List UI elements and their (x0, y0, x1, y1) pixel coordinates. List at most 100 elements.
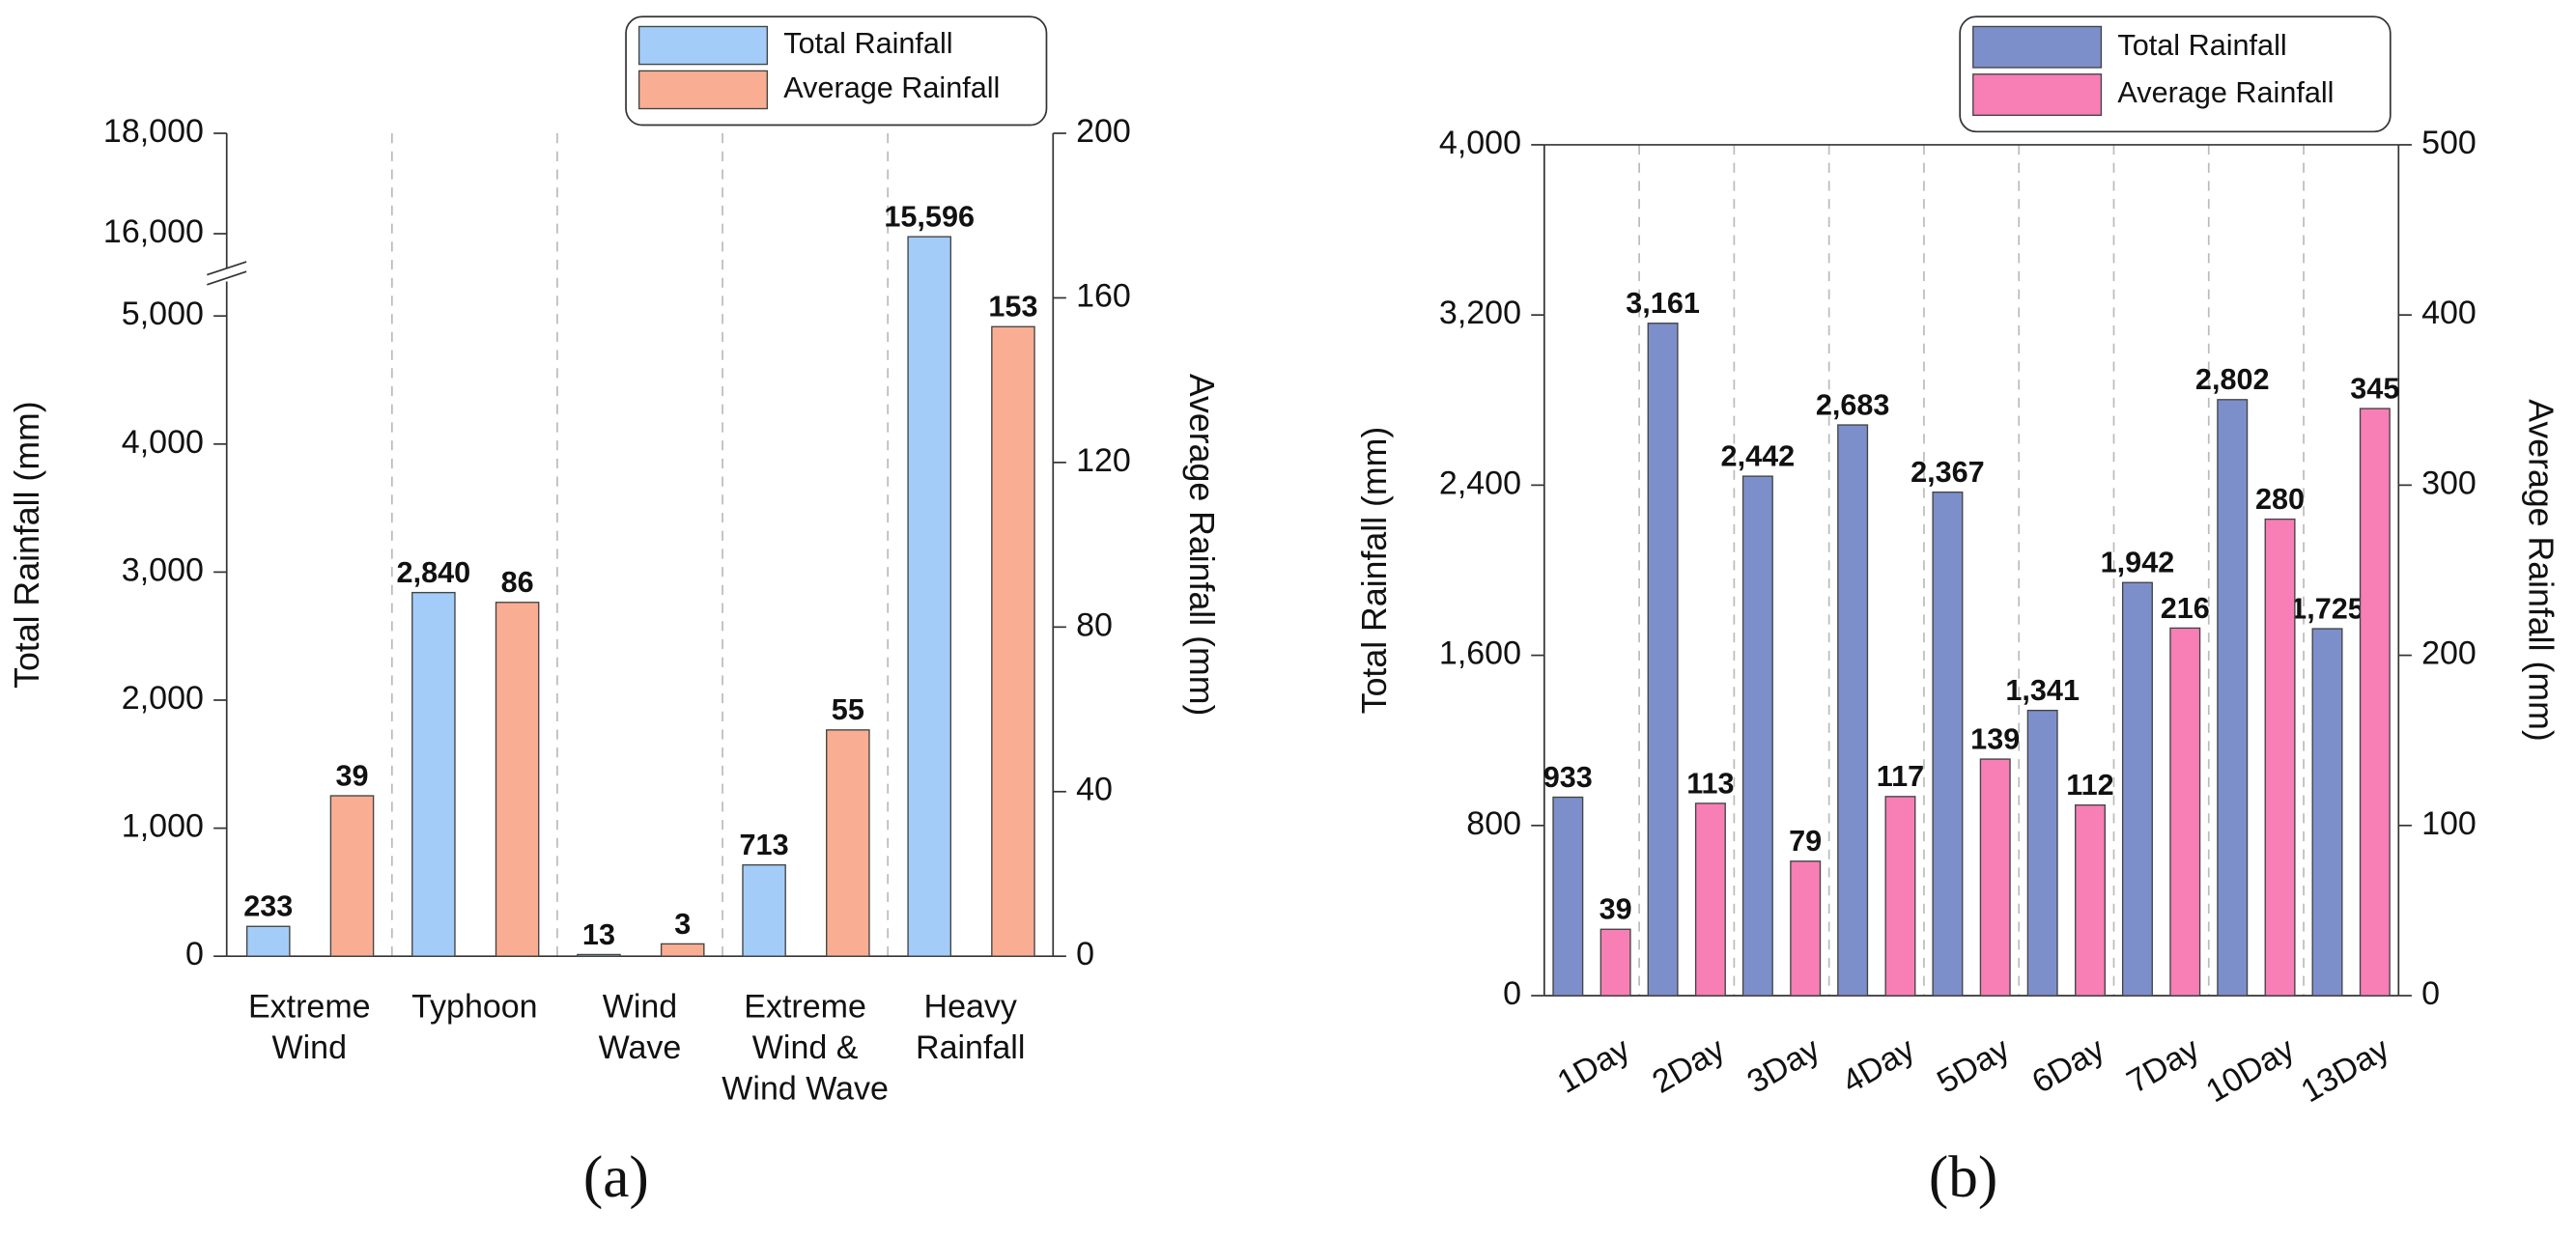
subfigure-label: (b) (1929, 1144, 1997, 1210)
legend-swatch (1972, 73, 2103, 117)
bar (329, 795, 375, 957)
x-tick-label: 5Day (1931, 1030, 2016, 1101)
bar (1599, 928, 1631, 997)
y-tick-label: 0 (1503, 975, 1521, 1012)
x-tick-label: 4Day (1836, 1030, 1921, 1101)
value-label: 2,840 (397, 556, 471, 589)
value-label: 113 (1686, 767, 1734, 800)
bar (2264, 518, 2296, 997)
x-tick-label: 13Day (2295, 1030, 2395, 1110)
x-tick-label: Rainfall (916, 1029, 1025, 1066)
bar (2311, 628, 2343, 997)
x-tick-label: Wave (599, 1029, 682, 1066)
value-label: 39 (335, 759, 368, 792)
bar (1790, 860, 1822, 997)
axis-break (207, 270, 247, 286)
x-tick-label: 10Day (2200, 1030, 2301, 1110)
bar (1694, 803, 1726, 997)
bar (907, 236, 951, 957)
y-tick-label: 2,000 (122, 680, 204, 717)
value-label: 1,725 (2290, 592, 2364, 625)
value-label: 2,367 (1911, 456, 1985, 489)
bar (1647, 323, 1679, 997)
bar (577, 953, 621, 957)
y-axis-label: Total Rainfall (mm) (1355, 427, 1394, 715)
y-tick-label: 800 (1466, 805, 1521, 842)
value-label: 112 (2066, 769, 2113, 802)
x-tick-label: Heavy (924, 989, 1017, 1026)
bar (1932, 491, 1964, 997)
y-tick-label: 1,000 (122, 808, 204, 845)
value-label: 13 (582, 918, 615, 951)
y2-tick-label: 500 (2421, 125, 2477, 161)
bar (411, 591, 456, 957)
y-tick-label: 18,000 (103, 113, 204, 150)
y2-tick-label: 80 (1076, 606, 1113, 643)
bar (2217, 399, 2249, 997)
y2-tick-label: 160 (1076, 277, 1131, 314)
value-label: 39 (1599, 893, 1632, 926)
y2-axis-label: Average Rainfall (mm) (2521, 399, 2560, 742)
axis-break-gap (207, 268, 247, 282)
y-tick-label: 4,000 (1439, 125, 1521, 161)
x-tick-label: 7Day (2121, 1030, 2206, 1101)
value-label: 1,341 (2005, 674, 2080, 707)
bar (991, 325, 1035, 957)
value-label: 153 (988, 291, 1037, 324)
value-label: 117 (1877, 760, 1924, 793)
x-tick-label: 1Day (1551, 1030, 1636, 1101)
value-label: 3 (674, 908, 691, 941)
value-label: 713 (740, 829, 789, 861)
bar (1837, 424, 1869, 997)
value-label: 2,802 (2195, 363, 2270, 396)
bar (1741, 475, 1773, 997)
value-label: 55 (832, 693, 864, 726)
x-tick-label: Wind (603, 989, 677, 1026)
bar (2169, 627, 2201, 997)
bar (245, 925, 291, 957)
subfigure-label: (a) (583, 1144, 649, 1210)
bar (495, 602, 540, 957)
y2-tick-label: 200 (1076, 113, 1131, 150)
y2-tick-label: 120 (1076, 442, 1131, 479)
value-label: 3,161 (1626, 287, 1700, 320)
legend-label: Average Rainfall (783, 71, 1000, 104)
y-tick-label: 1,600 (1439, 635, 1521, 672)
bar (1884, 796, 1916, 997)
value-label: 1,942 (2101, 547, 2175, 579)
y2-tick-label: 300 (2421, 465, 2477, 501)
value-label: 2,683 (1816, 388, 1890, 421)
legend-label: Total Rainfall (2117, 29, 2286, 62)
legend-label: Total Rainfall (783, 27, 952, 60)
x-tick-label: Typhoon (411, 989, 537, 1026)
bar (1552, 796, 1584, 997)
x-tick-label: Extreme (248, 989, 371, 1026)
y2-tick-label: 200 (2421, 635, 2477, 672)
value-label: 79 (1789, 825, 1822, 858)
bar (826, 729, 870, 957)
value-label: 345 (2350, 372, 2399, 405)
x-tick-label: 6Day (2026, 1030, 2111, 1101)
x-tick-label: Wind Wave (722, 1071, 889, 1108)
bar (1979, 758, 2011, 997)
x-tick-label: Extreme (744, 989, 866, 1026)
x-tick-label: Wind & (752, 1029, 859, 1066)
bar (742, 863, 786, 957)
value-label: 139 (1970, 722, 2020, 755)
bar (2026, 709, 2058, 997)
bar (2121, 581, 2153, 997)
value-label: 2,442 (1721, 439, 1796, 472)
y2-tick-label: 0 (1076, 936, 1094, 972)
y-tick-label: 3,200 (1439, 295, 1521, 331)
y-tick-label: 3,000 (122, 551, 204, 588)
y-axis-label: Total Rainfall (mm) (8, 401, 46, 689)
y-tick-label: 2,400 (1439, 465, 1521, 501)
legend-swatch (1972, 25, 2103, 69)
value-label: 15,596 (884, 201, 975, 234)
value-label: 280 (2255, 483, 2305, 516)
x-tick-label: 2Day (1646, 1030, 1731, 1101)
value-label: 216 (2161, 592, 2210, 625)
value-label: 86 (501, 566, 534, 599)
axis-break (207, 261, 247, 276)
